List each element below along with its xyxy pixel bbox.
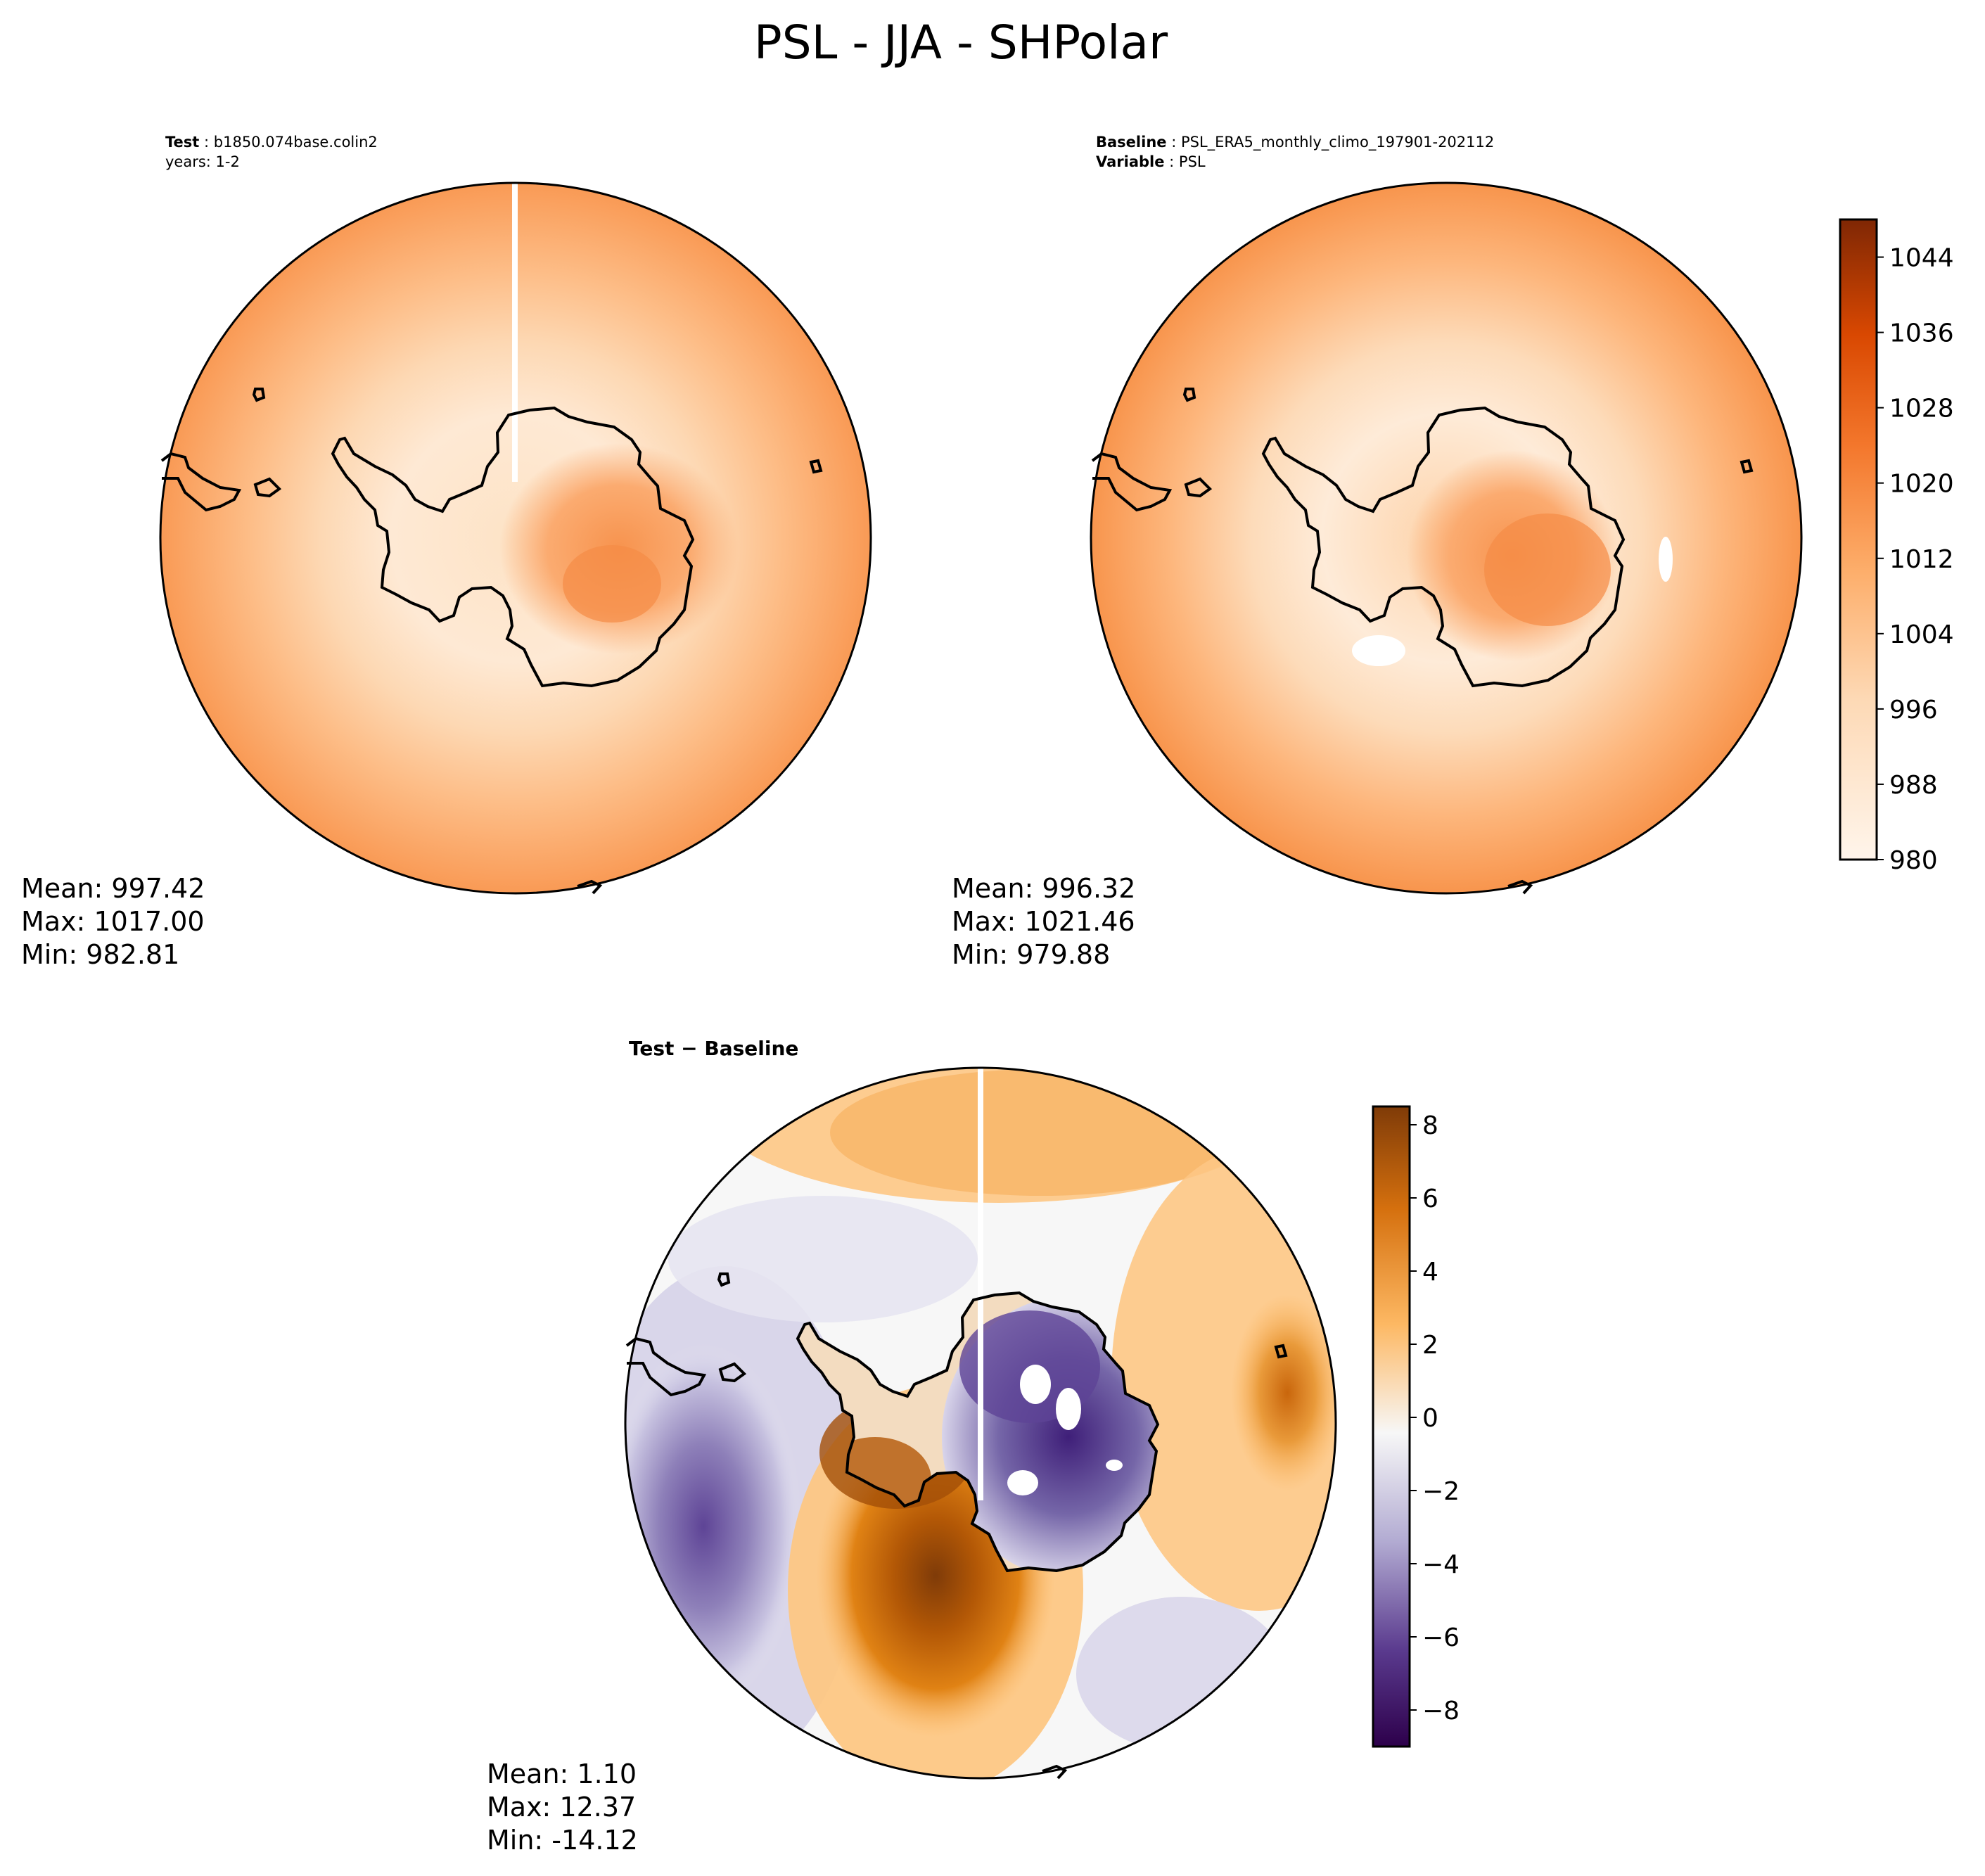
psl-colorbar-ticks: 1044 1036 1028 1020 1012 1004 996 988 980	[1877, 244, 1954, 875]
difference-colorbar	[1372, 1105, 1411, 1748]
baseline-meta-line1: Baseline : PSL_ERA5_monthly_climo_197901…	[1096, 134, 1494, 151]
baseline-variable: PSL	[1179, 153, 1206, 170]
baseline-map-border	[1090, 181, 1803, 895]
difference-min: Min: -14.12	[487, 1825, 638, 1856]
difference-colorbar-tick-label: −4	[1422, 1550, 1460, 1579]
difference-max: Max: 12.37	[487, 1792, 636, 1823]
test-max: Max: 1017.00	[21, 906, 205, 937]
test-panel: Test : b1850.074base.colin2 years: 1-2 M…	[21, 134, 872, 970]
psl-colorbar-tick-label: 996	[1889, 696, 1938, 725]
baseline-map	[1091, 183, 1801, 893]
difference-map-border	[624, 1066, 1337, 1780]
difference-colorbar-tick-label: 2	[1422, 1331, 1438, 1360]
psl-colorbar-tick-label: 1012	[1889, 545, 1954, 574]
figure-title: PSL - JJA - SHPolar	[754, 15, 1168, 70]
test-map	[160, 183, 871, 893]
difference-colorbar-ticks: 8 6 4 2 0 −2 −4 −6 −8	[1410, 1111, 1460, 1725]
difference-colorbar-tick-label: 8	[1422, 1111, 1438, 1140]
baseline-min: Min: 979.88	[952, 939, 1110, 970]
test-min: Min: 982.81	[21, 939, 179, 970]
test-mean: Mean: 997.42	[21, 873, 205, 904]
baseline-max: Max: 1021.46	[952, 906, 1135, 937]
difference-colorbar-tick-label: 0	[1422, 1404, 1438, 1433]
difference-map	[625, 1068, 1336, 1778]
baseline-panel: Baseline : PSL_ERA5_monthly_climo_197901…	[952, 134, 1954, 970]
difference-mean: Mean: 1.10	[487, 1759, 637, 1789]
baseline-meta-key: Baseline	[1096, 134, 1167, 151]
psl-colorbar-tick-label: 1020	[1889, 470, 1954, 499]
difference-colorbar-tick-label: −2	[1422, 1477, 1460, 1506]
psl-colorbar-tick-label: 1036	[1889, 319, 1954, 348]
difference-colorbar-tick-label: −8	[1422, 1697, 1460, 1725]
test-years: years: 1-2	[165, 153, 240, 170]
psl-colorbar-tick-label: 1044	[1889, 244, 1954, 273]
difference-colorbar-tick-label: 6	[1422, 1185, 1438, 1213]
baseline-variable-key: Variable	[1096, 153, 1164, 170]
difference-panel: Test − Baseline	[487, 1037, 1460, 1856]
difference-colorbar-tick-label: −6	[1422, 1623, 1460, 1652]
baseline-meta-line2: Variable : PSL	[1096, 153, 1206, 170]
baseline-mean: Mean: 996.32	[952, 873, 1135, 904]
test-meta-line1: Test : b1850.074base.colin2	[165, 134, 378, 151]
test-meta-key: Test	[165, 134, 199, 151]
difference-title: Test − Baseline	[629, 1037, 798, 1060]
psl-colorbar	[1839, 218, 1878, 861]
psl-colorbar-tick-label: 980	[1889, 846, 1938, 875]
difference-colorbar-tick-label: 4	[1422, 1258, 1438, 1287]
psl-colorbar-tick-label: 988	[1889, 771, 1938, 800]
baseline-source: PSL_ERA5_monthly_climo_197901-202112	[1181, 134, 1494, 151]
test-case-name: b1850.074base.colin2	[214, 134, 378, 151]
psl-colorbar-tick-label: 1004	[1889, 620, 1954, 649]
psl-colorbar-tick-label: 1028	[1889, 395, 1954, 423]
test-map-border	[159, 181, 872, 895]
